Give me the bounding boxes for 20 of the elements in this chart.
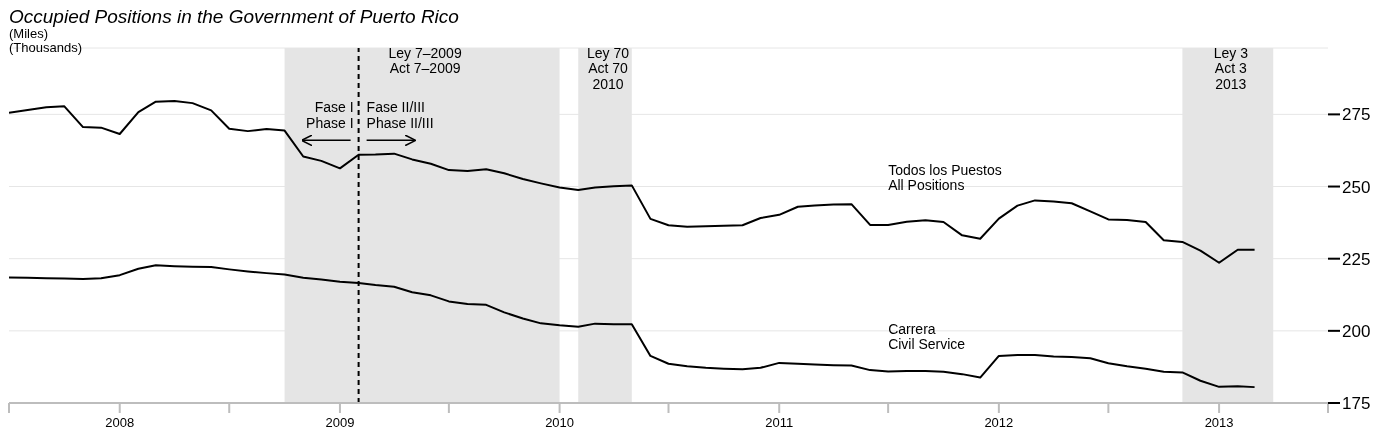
chart-title: Occupied Positions in the Government of Puerto Rico (9, 6, 459, 27)
y-tick-label: 275 (1342, 105, 1371, 125)
x-tick-label: 2008 (105, 415, 135, 430)
y-axis-title: (Miles) (Thousands) (9, 26, 82, 56)
series-label: Todos los Puestos All Positions (888, 161, 1002, 194)
x-tick-label: 2013 (1204, 415, 1234, 430)
y-tick-label: 225 (1342, 249, 1371, 269)
y-tick-label: 175 (1342, 394, 1371, 414)
annotation: Fase I Phase I (306, 99, 354, 131)
band-label: Ley 7–2009 Act 7–2009 (388, 45, 462, 77)
band-label: Ley 3 Act 3 2013 (1213, 45, 1249, 92)
x-tick-label: 2011 (765, 415, 794, 430)
series-label: Carrera Civil Service (888, 320, 966, 352)
y-tick-label: 250 (1342, 177, 1371, 197)
annotation: Fase II/III Phase II/III (366, 99, 434, 131)
y-tick-label: 200 (1342, 321, 1371, 341)
x-tick-label: 2012 (984, 415, 1014, 430)
x-tick-label: 2009 (325, 415, 355, 430)
x-tick-label: 2010 (545, 415, 575, 430)
band-label: Ley 70 Act 70 2010 (586, 45, 630, 92)
